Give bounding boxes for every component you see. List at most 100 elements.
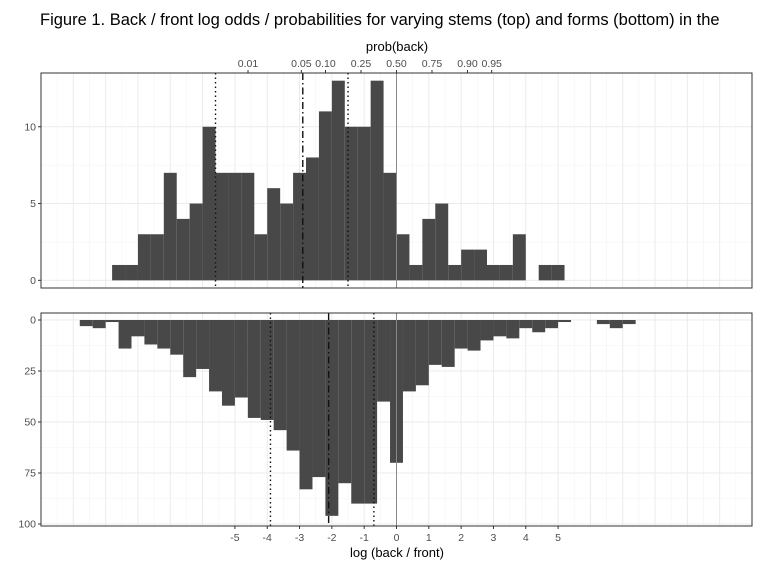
histogram-bar (467, 320, 481, 351)
histogram-bar (157, 320, 171, 349)
histogram-bar (402, 320, 416, 392)
x-axis: -5 -4 -3 -2 -1 0 1 2 3 4 5 (230, 526, 561, 544)
x-tick-label: 3 (491, 532, 497, 544)
histogram-bar (338, 320, 352, 484)
histogram-bar (609, 320, 623, 329)
histogram-bar (538, 264, 552, 281)
histogram-bar (189, 203, 203, 281)
histogram-bar (474, 249, 487, 281)
secondary-tick-label: 0.75 (422, 58, 443, 70)
bottom-panel: 0 25 50 75 100 -5 -4 -3 -2 -1 0 1 2 3 4 5 (18, 312, 753, 544)
y-tick-label: 75 (24, 468, 36, 480)
histogram-bar (396, 234, 410, 281)
histogram-bar (273, 320, 287, 431)
secondary-tick-label: 0.90 (457, 58, 478, 70)
secondary-x-axis: 0.01 0.05 0.10 0.25 0.50 0.75 0.90 0.95 (238, 58, 502, 73)
histogram-bar (312, 320, 326, 478)
histogram-bar (234, 320, 248, 398)
x-tick-label: 4 (523, 532, 529, 544)
y-tick-label: 10 (24, 121, 36, 133)
histogram-bar (202, 126, 216, 281)
histogram-bar (351, 320, 365, 504)
y-tick-label: 50 (24, 417, 36, 429)
histogram-bar (228, 172, 242, 281)
histogram-bar (260, 320, 274, 420)
histogram-bar (318, 111, 332, 281)
histogram-bar (280, 203, 294, 281)
histogram-bar (183, 320, 197, 378)
histogram-bar (105, 320, 119, 323)
histogram-bar (461, 249, 475, 281)
histogram-bar (454, 320, 468, 349)
y-axis: 0 25 50 75 100 (18, 315, 41, 531)
histogram-bar (267, 188, 281, 281)
bars (79, 320, 636, 516)
x-tick-label: 0 (394, 532, 400, 544)
reference-lines (214, 73, 397, 288)
histogram-bar (163, 172, 177, 281)
histogram-bar (551, 264, 565, 281)
histogram-bar (209, 320, 222, 392)
histogram-bar (622, 320, 636, 325)
histogram-bar (344, 126, 358, 281)
histogram-bar (325, 320, 339, 516)
x-tick-label: -2 (327, 532, 336, 544)
histogram-bar (519, 320, 533, 329)
histogram-bar (247, 320, 261, 418)
y-tick-label: 25 (24, 366, 36, 378)
histogram-bar (428, 320, 442, 365)
secondary-tick-label: 0.50 (386, 58, 407, 70)
reference-lines (269, 313, 397, 526)
histogram-bar (480, 320, 494, 341)
histogram-bar (299, 320, 313, 490)
secondary-tick-label: 0.25 (351, 58, 372, 70)
figure-title: Figure 1. Back / front log odds / probab… (40, 11, 720, 29)
histogram-bar (176, 218, 190, 281)
histogram-bar (377, 320, 391, 402)
histogram-bar (196, 320, 210, 369)
histogram-bar (170, 320, 184, 355)
histogram-bar (150, 234, 164, 281)
x-tick-label: -3 (295, 532, 304, 544)
histogram-bar (112, 264, 126, 281)
secondary-tick-label: 0.05 (291, 58, 312, 70)
y-tick-label: 5 (30, 198, 36, 210)
histogram-bar (499, 264, 513, 281)
histogram-bar (415, 320, 429, 386)
histogram-bar (383, 172, 397, 281)
x-tick-label: 5 (555, 532, 561, 544)
histogram-bar (92, 320, 106, 329)
histogram-bar (435, 203, 449, 281)
y-tick-label: 100 (18, 519, 36, 531)
histogram-bar (306, 157, 319, 281)
histogram-bar (241, 172, 255, 281)
histogram-bar (486, 264, 500, 281)
histogram-bar (79, 320, 93, 327)
histogram-bar (293, 172, 307, 281)
x-tick-label: -5 (230, 532, 239, 544)
histogram-bar (118, 320, 132, 349)
x-tick-label: -1 (360, 532, 369, 544)
bars (112, 80, 565, 281)
histogram-bar (254, 234, 268, 281)
histogram-bar (125, 264, 138, 281)
histogram-bar (331, 80, 345, 281)
y-tick-label: 0 (30, 315, 36, 327)
histogram-bar (596, 320, 610, 325)
histogram-bar (370, 80, 384, 281)
top-panel: 0 5 10 0.01 0.05 0.10 0.25 0.50 0.75 0.90 0.95 (24, 58, 753, 289)
histogram-bar (357, 126, 371, 281)
axis-labels: prob(back) log (back / front) (350, 39, 444, 560)
histogram-bar (137, 234, 151, 281)
histogram-bar (144, 320, 158, 345)
histogram-bar (221, 320, 235, 406)
y-tick-label: 0 (30, 275, 36, 287)
x-axis-title: log (back / front) (350, 545, 444, 560)
x-tick-label: 1 (426, 532, 432, 544)
histogram-bar (286, 320, 300, 451)
histogram-bar (131, 320, 145, 337)
histogram-bar (558, 320, 572, 323)
y-axis: 0 5 10 (24, 121, 41, 287)
secondary-tick-label: 0.10 (315, 58, 336, 70)
